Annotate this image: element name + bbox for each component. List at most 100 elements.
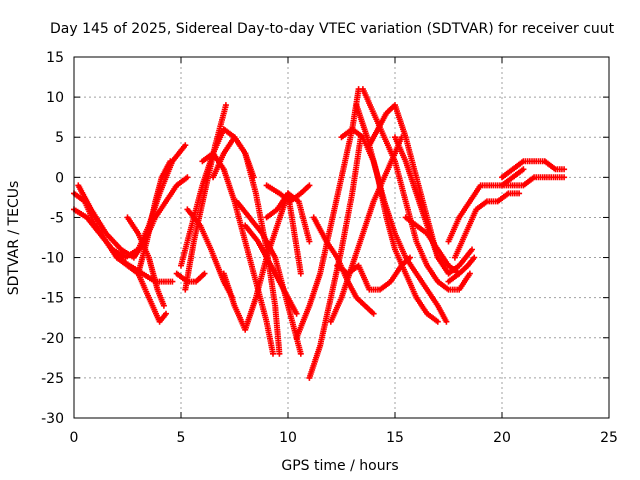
data-point (458, 264, 461, 267)
data-point (282, 288, 285, 291)
data-point (244, 240, 247, 243)
data-point (104, 232, 108, 235)
data-point (475, 208, 478, 211)
data-point (164, 200, 168, 203)
data-point (295, 312, 298, 315)
data-point (468, 272, 472, 275)
data-point (209, 248, 213, 251)
data-point (233, 304, 236, 307)
series-markers (182, 102, 229, 293)
data-point (244, 224, 247, 227)
data-point (286, 304, 290, 307)
data-point (128, 264, 131, 267)
series-track-28 (402, 214, 463, 277)
data-point (295, 336, 298, 339)
data-point (346, 272, 350, 275)
data-point (308, 240, 311, 243)
x-tick-label: 5 (177, 430, 186, 446)
data-point (385, 216, 388, 219)
series-track-18 (293, 86, 362, 341)
data-point (383, 176, 386, 179)
data-point (329, 320, 332, 323)
data-point (404, 200, 407, 203)
data-point (190, 224, 193, 227)
data-point (184, 144, 187, 147)
data-point (329, 296, 332, 299)
data-point (404, 216, 407, 219)
data-point (169, 160, 172, 163)
data-point (273, 304, 277, 307)
series-track-11 (199, 150, 276, 357)
data-point (436, 304, 439, 307)
data-point (496, 200, 499, 203)
data-point (522, 184, 525, 187)
data-point (554, 176, 557, 179)
data-point (111, 248, 114, 251)
data-point (365, 136, 369, 139)
data-point (175, 184, 178, 187)
data-point (199, 224, 202, 227)
data-point (222, 152, 225, 155)
data-point (98, 232, 101, 235)
series-track-17 (263, 182, 313, 205)
data-point (85, 216, 89, 219)
data-marks (71, 86, 568, 381)
axis-ticks: 0 5 10 15 20 25 -30 -25 -20 -15 -10 -5 0 5 10 15 (41, 50, 618, 446)
data-point (393, 103, 397, 107)
data-point (372, 200, 375, 203)
data-point (511, 176, 514, 179)
data-point (254, 192, 258, 195)
data-point (299, 272, 303, 275)
data-point (254, 296, 258, 299)
data-point (376, 128, 380, 131)
data-point (393, 160, 397, 163)
data-point (361, 136, 365, 139)
data-point (415, 240, 418, 243)
data-point (490, 184, 493, 187)
data-point (500, 176, 504, 179)
chart-title: Day 145 of 2025, Sidereal Day-to-day VTE… (50, 21, 615, 37)
data-point (400, 136, 403, 139)
data-point (472, 256, 476, 259)
data-point (186, 176, 189, 179)
data-point (171, 280, 174, 283)
data-point (308, 304, 311, 307)
data-point (340, 248, 343, 251)
data-point (297, 200, 300, 203)
data-point (286, 192, 290, 195)
data-point (162, 280, 166, 283)
data-point (436, 320, 439, 323)
data-point (511, 184, 514, 187)
data-point (147, 296, 151, 299)
data-point (214, 144, 217, 147)
data-point (126, 216, 129, 219)
data-point (201, 184, 204, 187)
data-point (77, 184, 80, 187)
data-point (276, 208, 279, 211)
data-point (404, 272, 407, 275)
series-track-13 (220, 190, 304, 333)
data-point (254, 280, 258, 283)
y-tick-label: -15 (41, 291, 64, 307)
data-point (458, 272, 461, 275)
data-point (436, 256, 439, 259)
data-point (447, 264, 450, 267)
data-point (288, 200, 292, 203)
data-point (156, 288, 159, 291)
y-tick-label: 5 (55, 130, 64, 146)
data-point (276, 224, 279, 227)
data-point (376, 176, 380, 179)
data-point (158, 320, 161, 323)
data-point (312, 216, 315, 219)
y-tick-label: -20 (41, 331, 64, 347)
data-point (458, 216, 461, 219)
series-track-31 (445, 254, 478, 285)
data-point (393, 248, 397, 251)
data-point (517, 192, 521, 195)
data-point (340, 136, 343, 139)
x-tick-label: 25 (600, 430, 618, 446)
data-point (562, 176, 566, 179)
data-point (445, 320, 448, 323)
data-point (137, 272, 140, 275)
data-point (162, 304, 166, 307)
